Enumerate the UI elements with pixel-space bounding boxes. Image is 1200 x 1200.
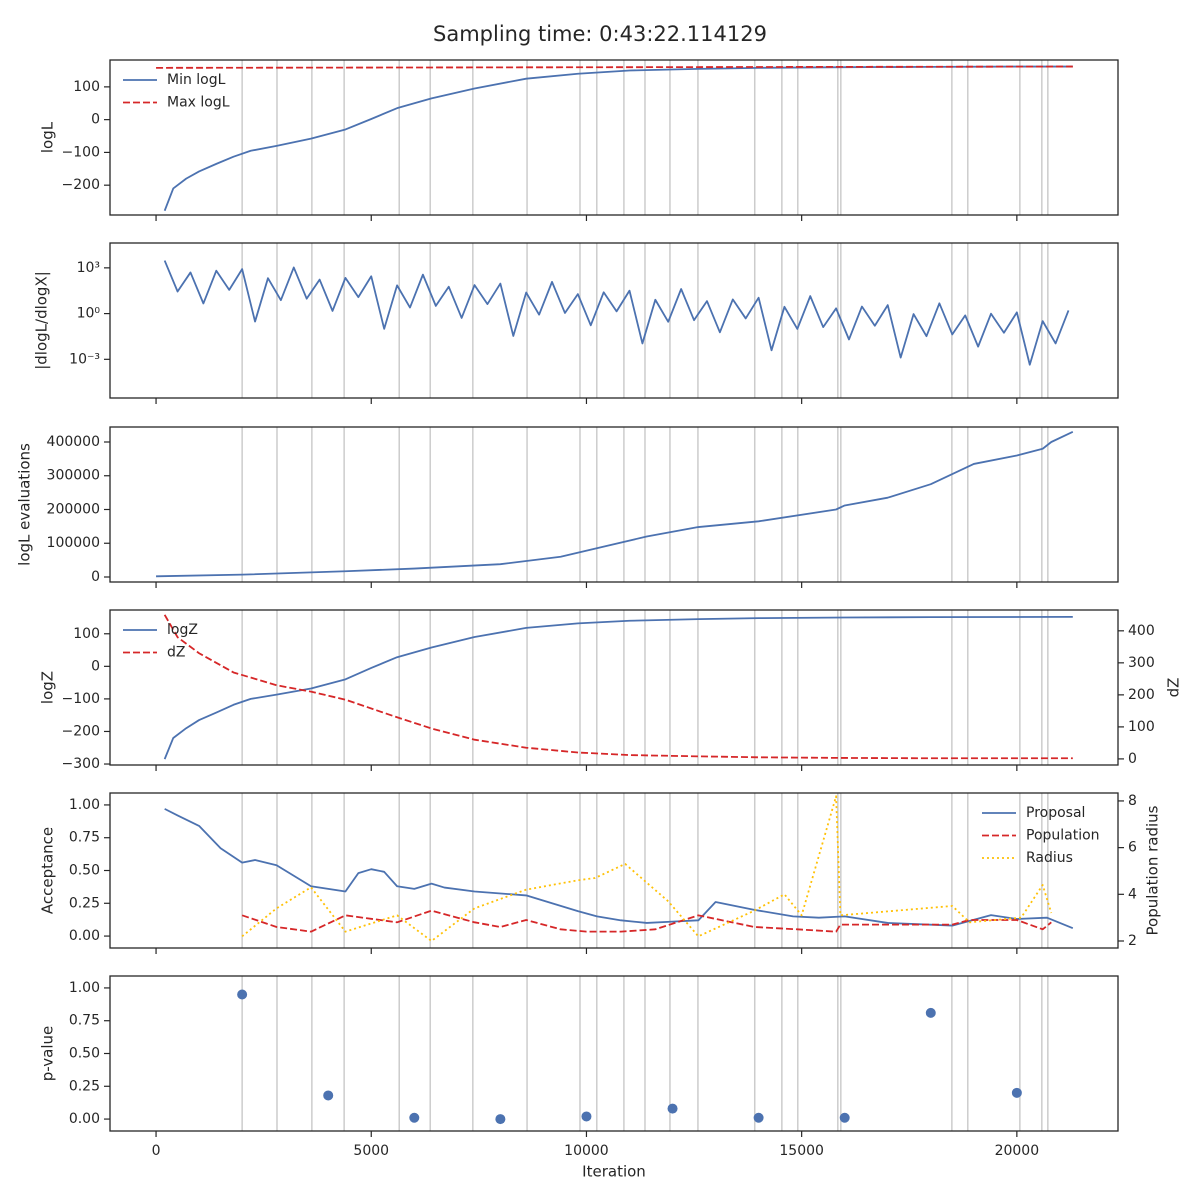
scatter-point	[753, 1112, 764, 1123]
plot-area	[164, 795, 1074, 942]
y-tick-label: 10³	[77, 260, 100, 276]
scatter-point	[667, 1103, 678, 1114]
legend-label: Max logL	[167, 95, 230, 111]
series-line	[241, 909, 1052, 933]
y-axis-label: p-value	[39, 1026, 57, 1082]
plot-area	[163, 260, 1070, 366]
y-tick-label: 0	[91, 658, 100, 674]
axes-frame	[109, 792, 1119, 949]
series-line	[164, 808, 1074, 930]
x-tick-label: 10000	[564, 1143, 609, 1159]
y2-tick-label: 400	[1128, 623, 1155, 639]
legend-label: logZ	[167, 622, 198, 638]
x-tick-label: 20000	[995, 1143, 1040, 1159]
y-tick-label: −200	[62, 177, 100, 193]
axes-frame	[109, 975, 1119, 1132]
y2-tick-label: 100	[1128, 719, 1155, 735]
y-axis-label: logL	[39, 121, 57, 153]
y-tick-label: 0.25	[69, 1078, 100, 1094]
scatter-point	[581, 1111, 592, 1122]
plot-area	[156, 431, 1074, 578]
y-tick-label: 1.00	[69, 797, 100, 813]
scatter-point	[323, 1090, 334, 1101]
plot-area	[237, 989, 1022, 1125]
y-tick-label: 400000	[47, 434, 100, 450]
y-tick-label: 0	[91, 569, 100, 585]
y2-tick-label: 8	[1128, 793, 1137, 809]
y-tick-label: 0.50	[69, 1046, 100, 1062]
series-line	[241, 795, 1053, 942]
scatter-point	[495, 1114, 506, 1125]
legend-label: Radius	[1026, 850, 1073, 866]
y-tick-label: 0.75	[69, 1013, 100, 1029]
figure-title: Sampling time: 0:43:22.114129	[433, 22, 767, 46]
scatter-point	[237, 989, 248, 1000]
legend-label: Min logL	[167, 72, 226, 88]
y-tick-label: 300000	[47, 468, 100, 484]
series-line	[163, 65, 1073, 212]
scatter-point	[925, 1007, 936, 1018]
y2-axis-label: dZ	[1165, 678, 1183, 698]
y-tick-label: 0.50	[69, 863, 100, 879]
axes-frame	[109, 242, 1119, 399]
series-line	[156, 431, 1074, 578]
y-tick-label: 0.75	[69, 830, 100, 846]
x-tick-label: 5000	[353, 1143, 389, 1159]
y-tick-label: 0.00	[69, 928, 100, 944]
series-line	[163, 615, 1073, 760]
scatter-point	[1011, 1087, 1022, 1098]
y2-tick-label: 0	[1128, 751, 1137, 767]
y2-tick-label: 300	[1128, 655, 1155, 671]
axes-frame	[109, 426, 1119, 583]
y-tick-label: −100	[62, 144, 100, 160]
axes-frame	[109, 59, 1119, 216]
x-tick-label: 15000	[779, 1143, 824, 1159]
y-tick-label: 100	[73, 626, 100, 642]
plot-area	[156, 65, 1073, 212]
y-tick-label: 10⁻³	[69, 351, 100, 367]
legend-label: Population	[1026, 828, 1100, 844]
y2-tick-label: 4	[1128, 886, 1137, 902]
y2-axis-label: Population radius	[1144, 805, 1162, 935]
y-tick-label: 100	[73, 79, 100, 95]
legend-label: dZ	[167, 645, 185, 661]
y-tick-label: 1.00	[69, 980, 100, 996]
series-line	[163, 260, 1070, 366]
y-tick-label: 0	[91, 112, 100, 128]
y-axis-label: logZ	[39, 671, 57, 704]
y-tick-label: 0.00	[69, 1111, 100, 1127]
y-tick-label: 10⁰	[77, 306, 101, 322]
y-axis-label: logL evaluations	[16, 443, 34, 566]
y2-tick-label: 200	[1128, 687, 1155, 703]
scatter-point	[839, 1112, 850, 1123]
axes-frame	[109, 609, 1119, 766]
x-axis-label: Iteration	[582, 1163, 646, 1181]
plot-area	[163, 614, 1073, 760]
y-tick-label: 0.25	[69, 895, 100, 911]
y2-tick-label: 6	[1128, 840, 1137, 856]
legend-label: Proposal	[1026, 805, 1085, 821]
y-tick-label: 100000	[47, 535, 100, 551]
x-tick-label: 0	[152, 1143, 161, 1159]
series-line	[163, 614, 1073, 760]
y-tick-label: 200000	[47, 501, 100, 517]
scatter-point	[409, 1112, 420, 1123]
y-tick-label: −200	[62, 723, 100, 739]
y-axis-label: Acceptance	[39, 827, 57, 914]
y-tick-label: −300	[62, 756, 100, 772]
y-axis-label: |dlogL/dlogX|	[33, 271, 51, 370]
y-tick-label: −100	[62, 691, 100, 707]
series-line	[156, 65, 1073, 69]
y2-tick-label: 2	[1128, 933, 1137, 949]
